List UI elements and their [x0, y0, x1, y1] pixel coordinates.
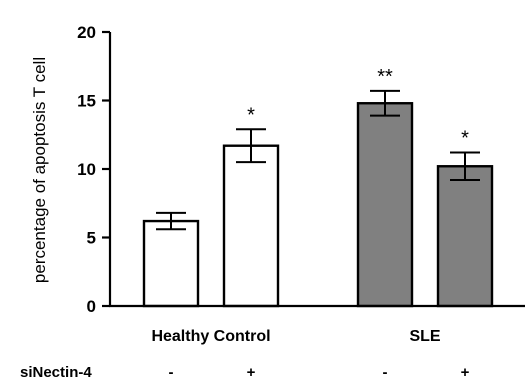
y-tick-label: 20 — [77, 23, 96, 42]
significance-marker: ** — [377, 66, 393, 88]
x-axis-labels: Healthy Control SLE siNectin-4 - + - + — [20, 328, 470, 381]
bar — [356, 102, 414, 308]
condition-value: + — [247, 364, 256, 381]
group-label: Healthy Control — [151, 328, 270, 345]
bar — [436, 165, 494, 308]
y-tick-label: 5 — [87, 229, 96, 248]
bar — [222, 144, 280, 308]
significance-marker: * — [461, 128, 469, 150]
group-label: SLE — [409, 328, 440, 345]
significance-marker: * — [247, 104, 255, 126]
bars: **** — [142, 66, 494, 308]
y-axis-label: percentage of apoptosis T cell — [30, 57, 49, 283]
y-tick-label: 15 — [77, 92, 96, 111]
y-tick-label: 10 — [77, 160, 96, 179]
condition-value: - — [169, 364, 174, 381]
condition-label: siNectin-4 — [20, 364, 92, 381]
bar — [142, 219, 200, 308]
condition-value: + — [461, 364, 470, 381]
y-tick-label: 0 — [87, 297, 96, 316]
y-axis-ticks: 0 5 10 15 20 — [77, 23, 110, 316]
condition-value: - — [383, 364, 388, 381]
